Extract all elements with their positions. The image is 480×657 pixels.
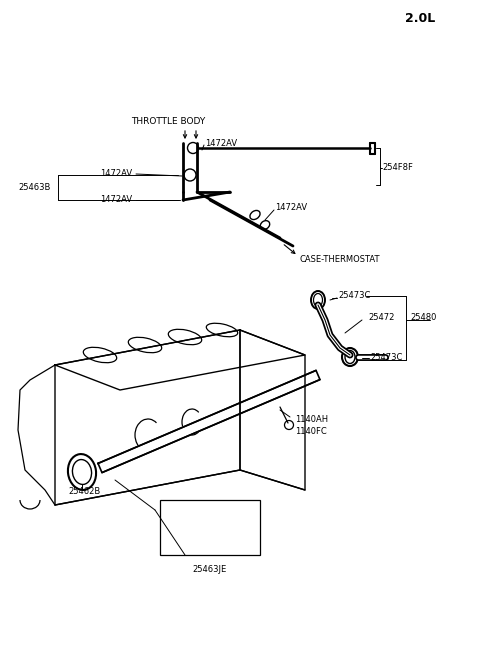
Text: 1140AH: 1140AH [295,415,328,424]
Text: 1472AV: 1472AV [275,204,307,212]
Text: 1472AV: 1472AV [205,139,237,148]
Text: 25480: 25480 [410,313,436,323]
Text: 25473C: 25473C [338,292,371,300]
Text: 1472AV: 1472AV [100,196,132,204]
Text: 254F8F: 254F8F [382,164,413,173]
Text: 25462B: 25462B [68,487,100,497]
Text: 2.0L: 2.0L [405,12,435,24]
Text: 1472AV: 1472AV [100,168,132,177]
Bar [160,500,260,555]
Text: 25463JE: 25463JE [193,566,227,574]
Text: CASE-THERMOSTAT: CASE-THERMOSTAT [300,256,381,265]
Text: 25463B: 25463B [18,183,50,193]
Polygon shape [98,371,320,472]
Text: 1140FC: 1140FC [295,428,327,436]
Text: 25473C: 25473C [370,353,402,363]
Text: 25472: 25472 [368,313,395,323]
Text: THROTTLE BODY: THROTTLE BODY [131,118,205,127]
